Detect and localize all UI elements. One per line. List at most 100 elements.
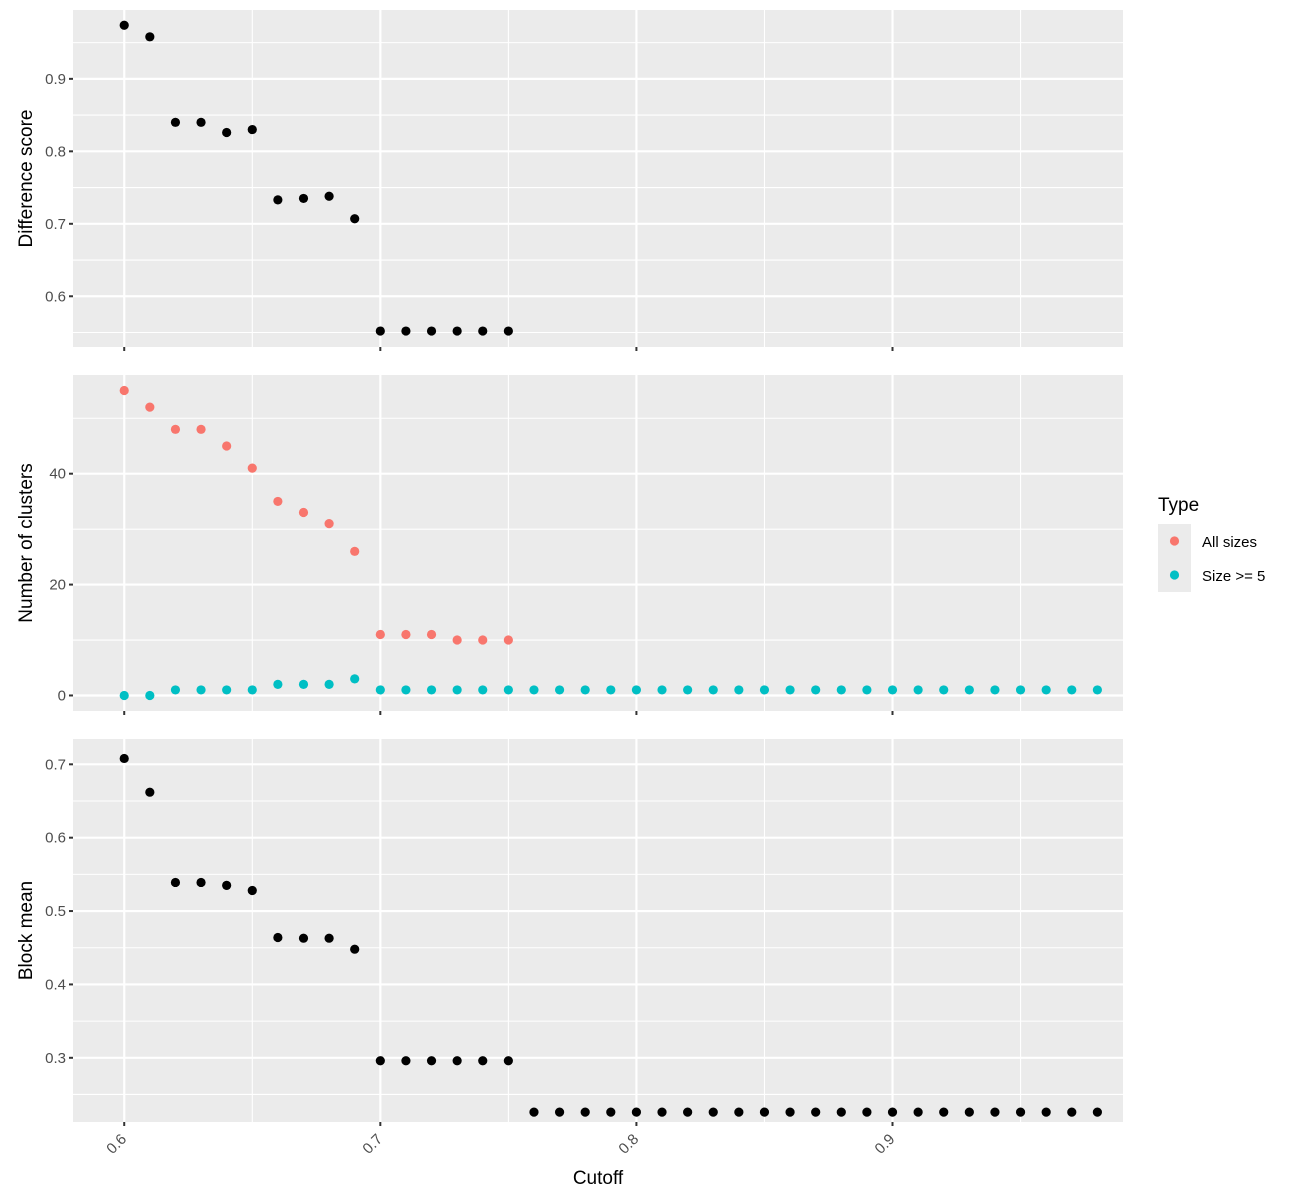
panel-difference-score: 0.6 0.7 0.8 0.9 Difference score	[16, 10, 1123, 351]
data-point	[298, 679, 309, 689]
data-point	[606, 1107, 616, 1117]
data-point	[170, 877, 181, 888]
data-point	[708, 685, 718, 695]
data-point	[913, 1107, 923, 1117]
y-tick-label: 0	[58, 687, 66, 704]
data-point	[1067, 685, 1077, 695]
data-point	[273, 496, 283, 507]
series-size-5	[119, 674, 1102, 701]
y-tick-label: 0.6	[45, 830, 66, 847]
data-point	[119, 753, 129, 764]
data-point	[580, 1107, 590, 1117]
data-point	[452, 635, 462, 645]
data-point	[1092, 1107, 1102, 1117]
data-point	[657, 685, 667, 695]
data-point	[606, 685, 616, 695]
panel-background	[73, 10, 1123, 347]
data-point	[170, 424, 181, 434]
data-point	[990, 685, 1000, 695]
data-point	[324, 191, 334, 201]
panel-block-mean: 0.3 0.4 0.5 0.6 0.7 Block mean	[16, 739, 1123, 1126]
data-point	[759, 685, 770, 695]
data-point	[554, 1107, 565, 1117]
data-point	[939, 1107, 949, 1117]
y-axis-title: Difference score	[16, 110, 37, 248]
data-point	[375, 326, 385, 336]
series-block-mean	[119, 753, 1102, 1117]
data-point	[452, 1056, 462, 1066]
data-point	[580, 685, 590, 695]
data-point	[1041, 685, 1051, 695]
data-point	[222, 441, 232, 451]
data-point	[836, 1107, 846, 1117]
data-point	[964, 1107, 974, 1117]
data-point	[529, 1107, 539, 1117]
data-point	[170, 117, 181, 127]
legend-title: Type	[1158, 495, 1199, 516]
data-point	[913, 685, 923, 695]
data-point	[734, 685, 744, 695]
data-point	[401, 326, 411, 336]
data-point	[734, 1107, 744, 1117]
y-tick-label: 0.3	[45, 1050, 66, 1067]
legend-swatch	[1169, 570, 1180, 580]
data-point	[222, 685, 232, 695]
x-tick-label: 0.7	[359, 1131, 386, 1158]
panel-background	[73, 375, 1123, 711]
data-point	[145, 690, 155, 701]
data-point	[785, 685, 795, 695]
data-point	[401, 629, 411, 640]
data-point	[452, 326, 462, 336]
data-point	[503, 685, 513, 695]
data-point	[529, 685, 539, 695]
data-point	[324, 933, 334, 943]
data-point	[119, 385, 129, 396]
x-tick-label: 0.6	[103, 1131, 130, 1158]
data-point	[145, 787, 155, 797]
y-tick-label: 0.8	[45, 143, 66, 160]
data-point	[196, 877, 206, 888]
data-point	[196, 424, 206, 434]
x-axis: 0.6 0.7 0.8 0.9	[103, 1131, 898, 1158]
data-point	[375, 629, 385, 640]
data-point	[478, 635, 488, 645]
data-point	[426, 685, 437, 695]
data-point	[145, 402, 155, 412]
data-point	[452, 685, 462, 695]
x-tick-label: 0.9	[872, 1131, 899, 1158]
data-point	[1015, 1107, 1026, 1117]
data-point	[1067, 1107, 1077, 1117]
data-point	[273, 195, 283, 205]
y-tick-label: 20	[49, 577, 66, 594]
data-point	[862, 685, 872, 695]
data-point	[1015, 685, 1026, 695]
data-point	[324, 679, 334, 689]
data-point	[683, 685, 693, 695]
y-tick-label: 0.6	[45, 288, 66, 305]
data-point	[478, 685, 488, 695]
data-point	[503, 635, 513, 645]
data-point	[990, 1107, 1000, 1117]
chart-panels: 0.6 0.7 0.8 0.9 Difference score 0 20 40 Number …	[16, 10, 1123, 1126]
y-tick-label: 0.4	[45, 976, 66, 993]
y-tick-label: 0.7	[45, 756, 66, 773]
panel-background	[73, 739, 1123, 1122]
data-point	[426, 1056, 437, 1066]
data-point	[426, 629, 437, 640]
data-point	[350, 674, 360, 684]
data-point	[324, 518, 334, 529]
data-point	[554, 685, 565, 695]
data-point	[836, 685, 846, 695]
legend-item-size-5: Size >= 5	[1158, 558, 1265, 592]
x-axis-title: Cutoff	[573, 1168, 624, 1189]
data-point	[273, 679, 283, 689]
y-tick-label: 0.9	[45, 71, 66, 88]
y-axis-title: Number of clusters	[16, 463, 37, 622]
legend-swatch	[1169, 536, 1180, 546]
data-point	[350, 546, 360, 556]
data-point	[119, 690, 129, 701]
data-point	[196, 117, 206, 127]
legend-item-all-sizes: All sizes	[1158, 524, 1257, 558]
data-point	[145, 32, 155, 42]
data-point	[1041, 1107, 1051, 1117]
